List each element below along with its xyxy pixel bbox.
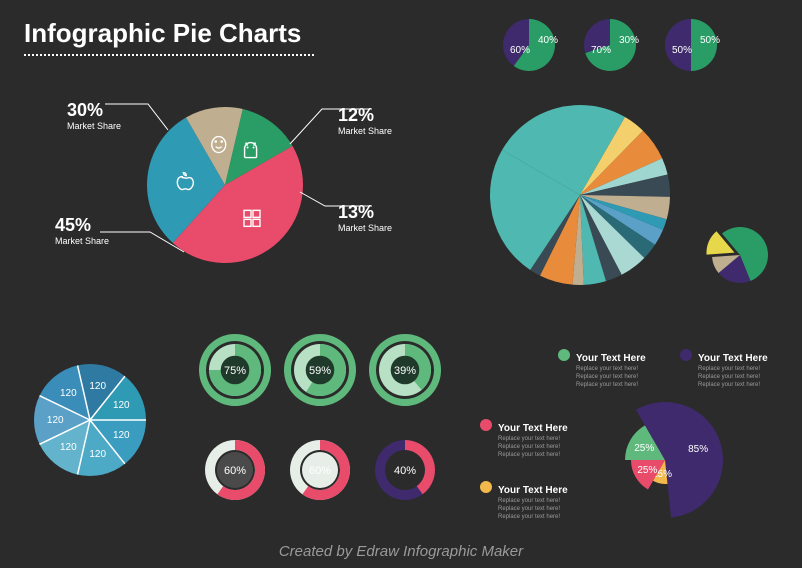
segment-label: 120 (113, 400, 130, 411)
callout-sub: Market Share (67, 121, 121, 131)
callout-sub: Market Share (338, 223, 392, 233)
segment-label: 120 (47, 415, 64, 426)
legend-dot (480, 481, 492, 493)
legend-item: Your Text HereReplace your text here!Rep… (480, 418, 568, 459)
radial-slice-label: 25% (634, 443, 654, 454)
legend-subtext: Replace your text here! (698, 366, 768, 374)
segment-label: 120 (60, 442, 77, 453)
legend-subtext: Replace your text here! (498, 506, 568, 514)
segment-label: 120 (113, 430, 130, 441)
legend-subtext: Replace your text here! (498, 444, 568, 452)
market-share-callout: 30%Market Share (67, 100, 121, 131)
charts-canvas: 60% 40% 70% 30% 50% 50% 120 120 120 120 120 120 120 7… (0, 0, 802, 568)
legend-subtext: Replace your text here! (498, 436, 568, 444)
market-share-callout: 12%Market Share (338, 105, 392, 136)
legend-subtext: Replace your text here! (698, 382, 768, 390)
radial-slice-label: 85% (688, 444, 708, 455)
mini-pie-label: 40% (538, 35, 558, 46)
gauge-value: 75% (224, 365, 246, 377)
callout-sub: Market Share (55, 236, 109, 246)
legend-subtext: Replace your text here! (498, 514, 568, 522)
callout-pct: 30% (67, 100, 121, 121)
legend-title: Your Text Here (498, 423, 568, 434)
legend-dot (480, 419, 492, 431)
segment-label: 120 (60, 388, 77, 399)
market-share-callout: 13%Market Share (338, 202, 392, 233)
legend-subtext: Replace your text here! (698, 374, 768, 382)
gauge-value: 59% (309, 365, 331, 377)
callout-pct: 45% (55, 215, 109, 236)
segment-label: 120 (89, 381, 106, 392)
mini-pie-label: 60% (510, 45, 530, 56)
callout-pct: 13% (338, 202, 392, 223)
legend-item: Your Text HereReplace your text here!Rep… (480, 480, 568, 521)
legend-subtext: Replace your text here! (576, 374, 646, 382)
gauge-value: 39% (394, 365, 416, 377)
footer-text: Created by Edraw Infographic Maker (0, 543, 802, 560)
legend-item: Your Text HereReplace your text here!Rep… (680, 348, 768, 389)
legend-item: Your Text HereReplace your text here!Rep… (558, 348, 646, 389)
mini-pie-label: 50% (672, 45, 692, 56)
mini-pie-label: 50% (700, 35, 720, 46)
legend-title: Your Text Here (576, 353, 646, 364)
legend-subtext: Replace your text here! (576, 366, 646, 374)
gauge-value: 40% (394, 465, 416, 477)
legend-dot (558, 349, 570, 361)
mini-pie-label: 30% (619, 35, 639, 46)
legend-subtext: Replace your text here! (498, 498, 568, 506)
legend-subtext: Replace your text here! (576, 382, 646, 390)
legend-title: Your Text Here (498, 485, 568, 496)
gauge-value: 60% (309, 465, 331, 477)
mini-pie-label: 70% (591, 45, 611, 56)
segment-label: 120 (89, 449, 106, 460)
callout-sub: Market Share (338, 126, 392, 136)
legend-subtext: Replace your text here! (498, 452, 568, 460)
radial-slice-label: 25% (637, 465, 657, 476)
legend-dot (680, 349, 692, 361)
legend-title: Your Text Here (698, 353, 768, 364)
gauge-value: 60% (224, 465, 246, 477)
callout-pct: 12% (338, 105, 392, 126)
market-share-callout: 45%Market Share (55, 215, 109, 246)
